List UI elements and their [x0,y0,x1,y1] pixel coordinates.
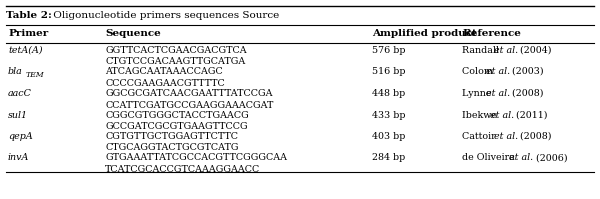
Text: CGTGTTGCTGGAGTTCTTC: CGTGTTGCTGGAGTTCTTC [105,132,238,141]
Text: (2008): (2008) [517,132,552,141]
Text: Lynne: Lynne [462,89,494,98]
Text: 433 bp: 433 bp [372,110,406,120]
Text: et al.: et al. [494,132,518,141]
Text: Randall: Randall [462,46,502,55]
Text: 576 bp: 576 bp [372,46,406,55]
Text: 516 bp: 516 bp [372,67,406,76]
Text: 403 bp: 403 bp [372,132,406,141]
Text: Primer: Primer [8,29,48,38]
Text: invA: invA [8,153,29,163]
Text: CGGCGTGGGCTACCTGAACG: CGGCGTGGGCTACCTGAACG [105,110,249,120]
Text: et al.: et al. [485,67,510,76]
Text: TEM: TEM [25,71,44,79]
Text: (2008): (2008) [509,89,544,98]
Text: CCATTCGATGCCGAAGGAAACGAT: CCATTCGATGCCGAAGGAAACGAT [105,100,274,109]
Text: et al.: et al. [485,89,510,98]
Text: bla: bla [8,67,23,76]
Text: 448 bp: 448 bp [372,89,405,98]
Text: GCCGATCGCGTGAAGTTCCG: GCCGATCGCGTGAAGTTCCG [105,122,248,131]
Text: (2011): (2011) [513,110,548,120]
Text: (2004): (2004) [517,46,552,55]
Text: et al.: et al. [494,46,518,55]
Text: Cattoir: Cattoir [462,132,499,141]
Text: Reference: Reference [462,29,521,38]
Text: CTGTCCGACAAGTTGCATGA: CTGTCCGACAAGTTGCATGA [105,57,245,66]
Text: Table 2:: Table 2: [6,11,52,20]
Text: (2003): (2003) [509,67,544,76]
Text: (2006): (2006) [533,153,568,163]
Text: ATCAGCAATAAACCAGC: ATCAGCAATAAACCAGC [105,67,223,76]
Text: Amplified product: Amplified product [372,29,477,38]
Text: GGTTCACTCGAACGACGTCA: GGTTCACTCGAACGACGTCA [105,46,247,55]
Text: Sequence: Sequence [105,29,161,38]
Text: CTGCAGGTACTGCGTCATG: CTGCAGGTACTGCGTCATG [105,143,239,152]
Text: de Oliveira: de Oliveira [462,153,518,163]
Text: CCCCGAAGAACGTTTTC: CCCCGAAGAACGTTTTC [105,78,225,88]
Text: GTGAAATTATCGCCACGTTCGGGCAA: GTGAAATTATCGCCACGTTCGGGCAA [105,153,287,163]
Text: Oligonucleotide primers sequences Source: Oligonucleotide primers sequences Source [50,11,279,20]
Text: aacC: aacC [8,89,32,98]
Text: et al.: et al. [509,153,533,163]
Text: tetA(A): tetA(A) [8,46,43,55]
Text: GGCGCGATCAACGAATTTATCCGA: GGCGCGATCAACGAATTTATCCGA [105,89,272,98]
Text: TCATCGCACCGTCAAAGGAACC: TCATCGCACCGTCAAAGGAACC [105,165,260,174]
Text: Ibekwe: Ibekwe [462,110,500,120]
Text: sul1: sul1 [8,110,28,120]
Text: qepA: qepA [8,132,33,141]
Text: Colom: Colom [462,67,496,76]
Text: 284 bp: 284 bp [372,153,405,163]
Text: et al.: et al. [490,110,514,120]
